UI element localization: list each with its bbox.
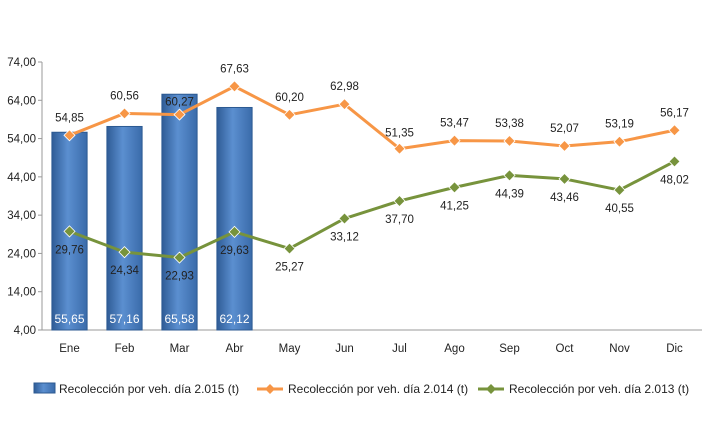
series-2014-point <box>393 142 406 155</box>
series-2013-data-label: 48,02 <box>660 174 689 186</box>
legend-marker-2013 <box>486 384 496 394</box>
series-2014-point <box>118 107 131 120</box>
y-tick-label: 44,00 <box>7 172 36 184</box>
series-2013-data-label: 40,55 <box>605 203 634 215</box>
x-tick-label: Mar <box>170 343 190 355</box>
series-2014-data-label: 60,56 <box>110 90 139 102</box>
series-2013-point <box>503 169 516 182</box>
series-2013-point <box>118 246 131 259</box>
legend: Recolección por veh. día 2.015 (t) Recole… <box>33 382 689 396</box>
bar-data-label: 55,65 <box>54 312 84 326</box>
series-2014-data-label: 52,07 <box>550 123 579 135</box>
legend-marker-2014 <box>265 384 275 394</box>
legend-label-2013: Recolección por veh. día 2.013 (t) <box>509 382 689 396</box>
series-2014-point <box>558 139 571 153</box>
y-tick-label: 14,00 <box>7 287 36 299</box>
series-2013-data-label: 33,12 <box>330 232 359 244</box>
series-2013-point <box>558 172 571 185</box>
series-2013-data-label: 41,25 <box>440 200 469 212</box>
series-2013-data-label: 29,76 <box>55 244 84 256</box>
series-2013-point <box>448 181 461 194</box>
y-tick-label: 54,00 <box>7 134 36 146</box>
line-series <box>63 80 681 264</box>
bar-data-label: 57,16 <box>109 312 139 326</box>
x-tick-label: Oct <box>556 343 575 355</box>
bar <box>216 106 253 331</box>
legend-label-2014: Recolección por veh. día 2.014 (t) <box>288 382 468 396</box>
series-2014-point <box>448 134 461 147</box>
series-2013-data-label: 22,93 <box>165 271 194 283</box>
y-tick-label: 34,00 <box>7 210 36 222</box>
axes: 4,00 14,00 24,00 34,00 44,00 54,00 64,00 74,00 E… <box>7 57 702 355</box>
x-tick-label: Ene <box>59 343 79 355</box>
series-2014-data-label: 62,98 <box>330 81 359 93</box>
series-2014-data-label: 60,27 <box>165 97 194 109</box>
series-2014-point <box>173 108 186 121</box>
series-2014-data-label: 53,19 <box>605 119 634 131</box>
series-2014-point <box>63 129 76 142</box>
series-2014-data-label: 54,85 <box>55 112 84 124</box>
series-2014-point <box>613 135 626 148</box>
y-tick-label: 74,00 <box>7 57 36 69</box>
series-2014-point <box>228 80 241 93</box>
data-labels: 55,65 57,16 65,58 62,12 54,85 60,56 60,27 67,63… <box>54 63 688 326</box>
x-tick-label: Dic <box>666 343 683 355</box>
series-2013-data-label: 44,39 <box>495 188 524 200</box>
series-2014-data-label: 53,47 <box>440 118 469 130</box>
series-2014-data-label: 56,17 <box>660 107 689 119</box>
series-2013-line <box>68 160 676 260</box>
y-tick-label: 24,00 <box>7 248 36 260</box>
series-2014-line <box>68 84 675 151</box>
series-2013-point <box>393 194 406 208</box>
series-2013-point <box>613 184 626 197</box>
series-2013-point <box>668 155 681 168</box>
series-2013-point <box>283 242 296 255</box>
series-2014-point <box>668 124 681 137</box>
series-2013-point <box>173 251 186 264</box>
y-tick-label: 64,00 <box>7 95 36 107</box>
series-2014-data-label: 60,20 <box>275 92 304 104</box>
legend-label-2015: Recolección por veh. día 2.015 (t) <box>59 382 239 396</box>
x-tick-label: May <box>279 343 301 355</box>
y-tick-label: 4,00 <box>14 325 36 337</box>
series-2013-data-label: 24,34 <box>110 265 139 277</box>
bar-data-label: 65,58 <box>164 312 194 326</box>
x-tick-label: Jun <box>335 343 354 355</box>
legend-swatch-2015 <box>33 382 56 394</box>
series-2013-point <box>338 212 351 225</box>
x-tick-label: Nov <box>609 343 630 355</box>
series-2013-data-label: 43,46 <box>550 192 579 204</box>
series-2014-data-label: 51,35 <box>385 128 414 140</box>
x-tick-label: Sep <box>499 343 519 355</box>
x-tick-label: Abr <box>226 343 244 355</box>
x-tick-label: Jul <box>392 343 407 355</box>
x-tick-label: Ago <box>444 343 464 355</box>
bar-data-label: 62,12 <box>219 312 249 326</box>
bar <box>106 125 143 331</box>
series-2014-data-label: 53,38 <box>495 118 524 130</box>
series-2013-data-label: 37,70 <box>385 214 414 226</box>
series-2013-data-label: 29,63 <box>220 245 249 257</box>
series-2014-point <box>338 98 351 111</box>
series-2013-point <box>228 225 241 238</box>
x-tick-label: Feb <box>115 343 135 355</box>
bar <box>161 93 198 331</box>
series-2014-data-label: 67,63 <box>220 63 249 75</box>
series-2014-point <box>503 134 516 148</box>
series-2013-point <box>63 225 76 238</box>
series-2013-data-label: 25,27 <box>275 262 304 274</box>
series-2014-point <box>283 108 296 121</box>
